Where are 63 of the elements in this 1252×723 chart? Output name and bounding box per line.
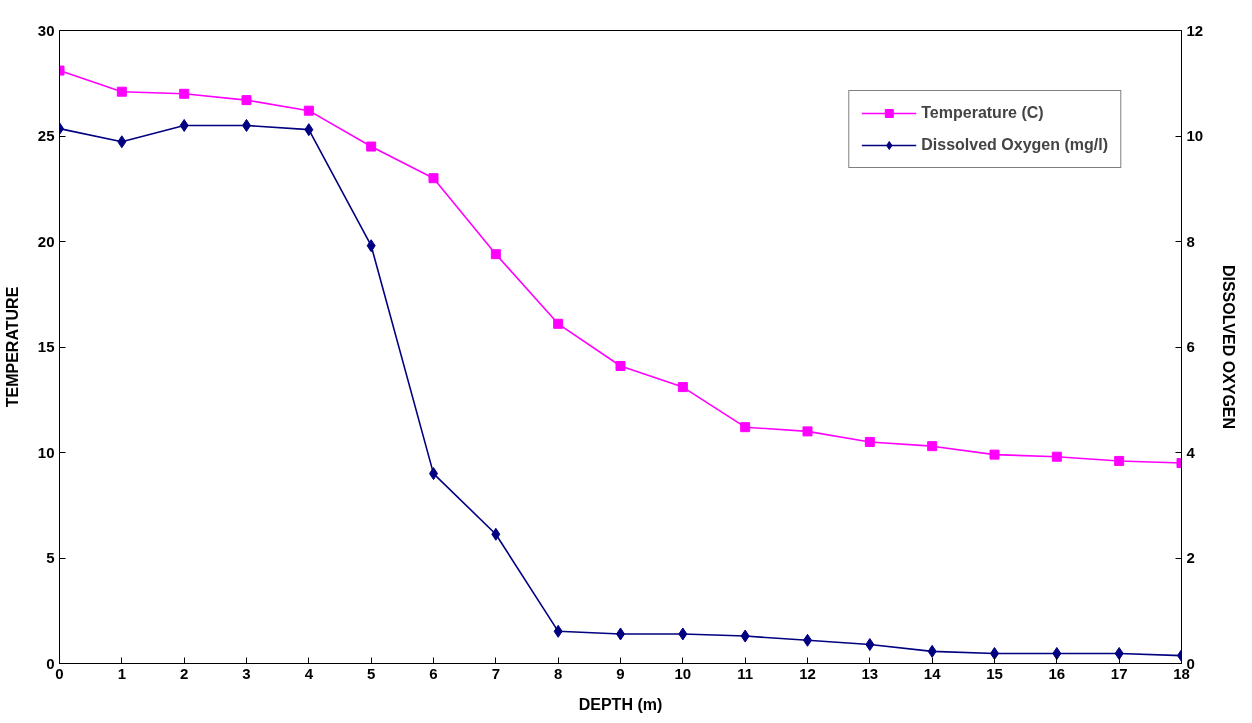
- x-tick-label: 11: [737, 664, 754, 682]
- x-axis-title: DEPTH (m): [578, 695, 663, 713]
- point: [553, 624, 563, 638]
- point: [1052, 646, 1062, 660]
- point: [864, 436, 875, 447]
- point: [241, 95, 252, 106]
- y-tick-label: 20: [37, 232, 55, 250]
- y2-tick-label: 4: [1186, 443, 1196, 461]
- x-tick-label: 3: [242, 664, 251, 682]
- point: [678, 627, 688, 641]
- legend-label: Temperature (C): [921, 104, 1044, 122]
- x-tick-label: 14: [923, 664, 942, 682]
- point: [865, 638, 875, 652]
- x-tick-label: 5: [367, 664, 376, 682]
- y2-tick-label: 8: [1186, 232, 1195, 250]
- point: [677, 382, 688, 393]
- x-tick-label: 7: [491, 664, 501, 682]
- point: [1114, 646, 1124, 660]
- y-tick-label: 15: [37, 338, 55, 355]
- x-tick-label: 4: [304, 664, 314, 682]
- x-tick-label: 15: [986, 664, 1003, 682]
- y2-tick-label: 12: [1186, 21, 1204, 39]
- y-tick-label: 30: [37, 21, 55, 39]
- point: [927, 644, 937, 658]
- point: [1114, 455, 1125, 466]
- point: [1051, 451, 1062, 462]
- x-tick-label: 6: [429, 664, 438, 682]
- y2-tick-label: 6: [1186, 338, 1195, 355]
- x-tick-label: 12: [799, 664, 816, 682]
- point: [366, 239, 376, 253]
- legend-label: Dissolved Oxygen (mg/l): [921, 136, 1108, 154]
- y-axis-title: TEMPERATURE: [3, 286, 21, 408]
- point: [491, 527, 501, 541]
- x-tick-label: 16: [1048, 664, 1066, 682]
- y-tick-label: 10: [37, 443, 55, 461]
- y2-axis-title: DISSOLVED OXYGEN: [1220, 264, 1238, 430]
- point: [179, 88, 190, 99]
- point: [490, 249, 501, 260]
- x-tick-label: 1: [117, 664, 127, 682]
- point: [615, 360, 626, 371]
- point: [117, 135, 127, 149]
- y2-tick-label: 2: [1186, 549, 1195, 566]
- x-tick-label: 10: [674, 664, 692, 682]
- point: [304, 123, 314, 137]
- point: [740, 629, 750, 643]
- point: [740, 422, 751, 433]
- point: [553, 318, 564, 329]
- x-tick-label: 17: [1110, 664, 1128, 682]
- point: [927, 441, 938, 452]
- x-tick-label: 8: [554, 664, 563, 682]
- y-tick-label: 5: [46, 549, 55, 566]
- point: [989, 449, 1000, 460]
- point: [366, 141, 377, 152]
- x-tick-label: 2: [180, 664, 189, 682]
- x-tick-label: 13: [861, 664, 879, 682]
- point: [428, 173, 439, 184]
- point: [802, 426, 813, 437]
- point: [179, 118, 189, 132]
- y-tick-label: 25: [37, 127, 55, 144]
- x-tick-label: 9: [616, 664, 625, 682]
- point: [303, 105, 314, 116]
- point: [116, 86, 127, 97]
- y2-tick-label: 10: [1186, 127, 1204, 144]
